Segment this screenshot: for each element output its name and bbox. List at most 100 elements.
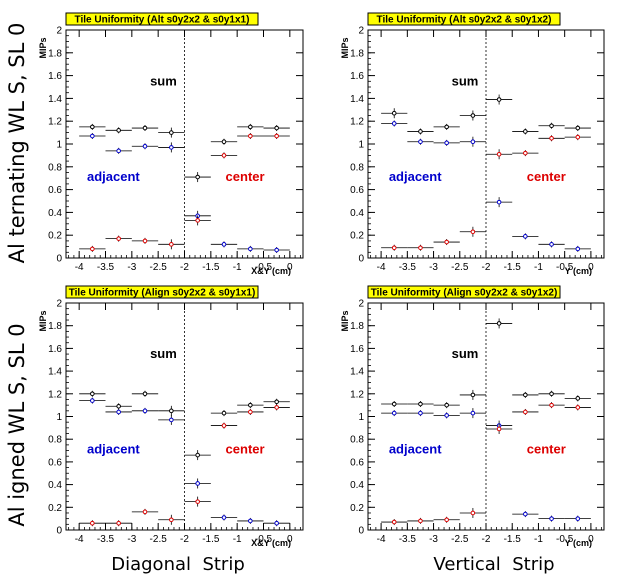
y-axis-label: MIPs bbox=[38, 310, 48, 331]
series-adjacent bbox=[79, 397, 290, 527]
x-tick-label: -3.5 bbox=[399, 262, 417, 273]
y-tick-label: 2 bbox=[56, 299, 62, 310]
series-sum bbox=[79, 123, 290, 183]
x-tick-label: -1 bbox=[534, 262, 543, 273]
series-center bbox=[381, 134, 591, 251]
data-point-adjacent bbox=[549, 516, 554, 521]
x-tick-label: 0 bbox=[588, 534, 594, 545]
y-tick-label: 0.4 bbox=[350, 480, 364, 491]
x-tick-label: -2.5 bbox=[150, 534, 168, 545]
y-tick-label: 0.6 bbox=[48, 185, 62, 196]
data-point-sum bbox=[496, 97, 502, 102]
data-point-adjacent bbox=[142, 143, 148, 149]
x-axis-label: Y (cm) bbox=[565, 538, 592, 548]
data-point-adjacent bbox=[90, 133, 95, 139]
data-point-center bbox=[221, 423, 227, 428]
data-point-adjacent bbox=[549, 242, 554, 247]
x-tick-label: -0.5 bbox=[556, 262, 574, 273]
column-label-vertical: Vertical Strip bbox=[433, 554, 554, 575]
sum-annotation: sum bbox=[150, 73, 177, 88]
plot-panel-4: 0 0.2 0.4 0.6 0.8 1 1.2 1.4 1.6 1.8 2 -4 -3.5 -3 -2.5 -… bbox=[340, 285, 605, 548]
y-tick-label: 0.4 bbox=[48, 208, 62, 219]
x-axis-label: X&Y (cm) bbox=[251, 538, 291, 548]
y-tick-label: 1.4 bbox=[350, 94, 364, 105]
data-point-center bbox=[221, 153, 227, 158]
data-point-center bbox=[195, 499, 200, 504]
center-annotation: center bbox=[226, 169, 265, 184]
adjacent-annotation: adjacent bbox=[389, 441, 442, 456]
data-point-adjacent bbox=[391, 410, 397, 416]
data-point-center bbox=[523, 409, 528, 415]
data-point-center bbox=[142, 238, 148, 244]
data-point-sum bbox=[221, 410, 227, 416]
series-adjacent bbox=[79, 133, 290, 254]
x-tick-label: -2 bbox=[180, 534, 189, 545]
y-tick-label: 1 bbox=[358, 140, 364, 151]
center-annotation: center bbox=[226, 441, 265, 456]
data-point-adjacent bbox=[470, 410, 476, 416]
data-point-center bbox=[470, 229, 476, 235]
row-label-alternating: Al ternating WL S, SL 0 bbox=[5, 23, 29, 264]
adjacent-annotation: adjacent bbox=[87, 441, 140, 456]
y-tick-label: 0.6 bbox=[350, 457, 364, 468]
data-point-sum bbox=[195, 452, 200, 458]
y-tick-label: 1.6 bbox=[350, 71, 364, 82]
center-annotation: center bbox=[527, 169, 566, 184]
data-point-adjacent bbox=[444, 413, 449, 418]
data-point-sum bbox=[470, 392, 476, 398]
y-tick-label: 0.2 bbox=[350, 503, 364, 514]
data-point-adjacent bbox=[221, 515, 227, 520]
plot-panel-2: 0 0.2 0.4 0.6 0.8 1 1.2 1.4 1.6 1.8 2 -4 -3.5 -3 -2.5 -… bbox=[340, 12, 605, 276]
y-axis-label: MIPs bbox=[340, 37, 350, 58]
data-point-center bbox=[248, 133, 253, 139]
y-tick-label: 0.6 bbox=[350, 185, 364, 196]
data-point-sum bbox=[418, 401, 423, 407]
data-point-sum bbox=[549, 391, 554, 397]
x-tick-label: -1.5 bbox=[504, 534, 522, 545]
sum-annotation: sum bbox=[150, 346, 177, 361]
plot-title-box bbox=[65, 12, 259, 26]
x-tick-label: -2 bbox=[180, 262, 189, 273]
x-tick-label: -2 bbox=[482, 534, 491, 545]
data-point-center bbox=[523, 150, 528, 156]
data-point-center bbox=[142, 509, 148, 515]
x-tick-label: -1 bbox=[233, 262, 242, 273]
data-point-sum bbox=[221, 139, 227, 145]
data-point-sum bbox=[248, 124, 253, 130]
data-point-adjacent bbox=[470, 139, 476, 145]
adjacent-annotation: adjacent bbox=[87, 169, 140, 184]
data-point-sum bbox=[391, 110, 397, 116]
data-point-adjacent bbox=[90, 398, 95, 403]
x-tick-label: -1 bbox=[233, 534, 242, 545]
y-tick-label: 1.8 bbox=[48, 321, 62, 332]
data-point-sum bbox=[116, 128, 121, 133]
data-point-adjacent bbox=[142, 408, 148, 414]
data-point-sum bbox=[90, 124, 95, 130]
data-point-sum bbox=[444, 124, 449, 130]
data-point-center bbox=[116, 236, 121, 241]
plot-title: Tile Uniformity (Align s0y2x2 & s0y1x2) bbox=[371, 288, 558, 299]
data-point-center bbox=[274, 133, 279, 139]
data-point-adjacent bbox=[391, 121, 397, 126]
y-tick-label: 1.2 bbox=[350, 389, 364, 400]
data-point-adjacent bbox=[274, 520, 279, 526]
data-point-sum bbox=[470, 113, 476, 118]
x-tick-label: -2 bbox=[482, 262, 491, 273]
data-point-sum bbox=[575, 125, 581, 131]
data-point-sum bbox=[391, 401, 397, 407]
data-point-center bbox=[195, 218, 200, 223]
data-point-sum bbox=[116, 403, 121, 409]
x-tick-label: -0.5 bbox=[556, 534, 574, 545]
x-tick-label: -1 bbox=[534, 534, 543, 545]
data-point-center bbox=[575, 405, 581, 410]
y-tick-label: 1.6 bbox=[48, 344, 62, 355]
data-point-center bbox=[496, 151, 502, 157]
data-point-center bbox=[549, 402, 554, 408]
data-point-center bbox=[549, 136, 554, 141]
y-tick-label: 0.8 bbox=[48, 435, 62, 446]
data-point-adjacent bbox=[575, 516, 581, 521]
x-tick-label: -2.5 bbox=[451, 534, 469, 545]
x-tick-label: -3.5 bbox=[97, 262, 115, 273]
data-point-adjacent bbox=[575, 246, 581, 252]
x-tick-label: -4 bbox=[377, 534, 386, 545]
